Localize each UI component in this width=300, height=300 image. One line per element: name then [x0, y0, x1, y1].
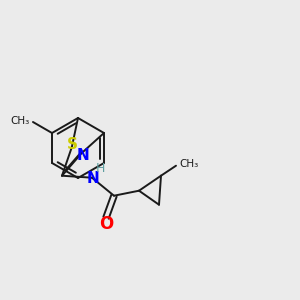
Text: CH₃: CH₃	[11, 116, 30, 126]
Text: S: S	[67, 137, 78, 152]
Text: CH₃: CH₃	[179, 159, 198, 169]
Text: N: N	[87, 171, 99, 186]
Text: H: H	[95, 162, 105, 175]
Text: O: O	[99, 215, 113, 233]
Text: N: N	[76, 148, 89, 163]
